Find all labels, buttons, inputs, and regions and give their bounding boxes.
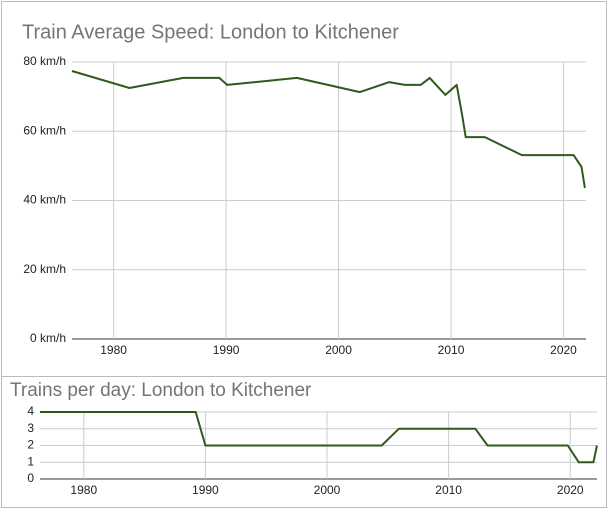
data-line <box>71 70 586 189</box>
chart-frame <box>1 1 607 377</box>
y-tick-label: 80 km/h <box>23 54 66 68</box>
x-tick-label: 1980 <box>70 483 97 497</box>
x-tick-label: 1990 <box>192 483 219 497</box>
x-tick-label: 2020 <box>557 483 584 497</box>
x-tick-label: 2010 <box>438 343 465 357</box>
x-tick-label: 2020 <box>550 343 577 357</box>
x-tick-label: 2010 <box>435 483 462 497</box>
y-tick-label: 2 <box>27 438 34 452</box>
y-tick-label: 3 <box>27 421 34 435</box>
x-tick-label: 1990 <box>213 343 240 357</box>
y-tick-label: 20 km/h <box>23 262 66 276</box>
x-tick-label: 1980 <box>100 343 127 357</box>
y-tick-label: 0 <box>27 471 34 485</box>
y-tick-label: 1 <box>27 454 34 468</box>
data-line <box>40 411 598 464</box>
y-tick-label: 60 km/h <box>23 123 66 137</box>
chart-title: Trains per day: London to Kitchener <box>10 380 312 401</box>
y-tick-label: 40 km/h <box>23 193 66 207</box>
chart-title: Train Average Speed: London to Kitchener <box>22 21 399 43</box>
y-tick-label: 0 km/h <box>30 331 66 345</box>
x-tick-label: 2000 <box>325 343 352 357</box>
chart-frame <box>1 376 607 508</box>
y-tick-label: 4 <box>27 404 34 418</box>
x-tick-label: 2000 <box>314 483 341 497</box>
